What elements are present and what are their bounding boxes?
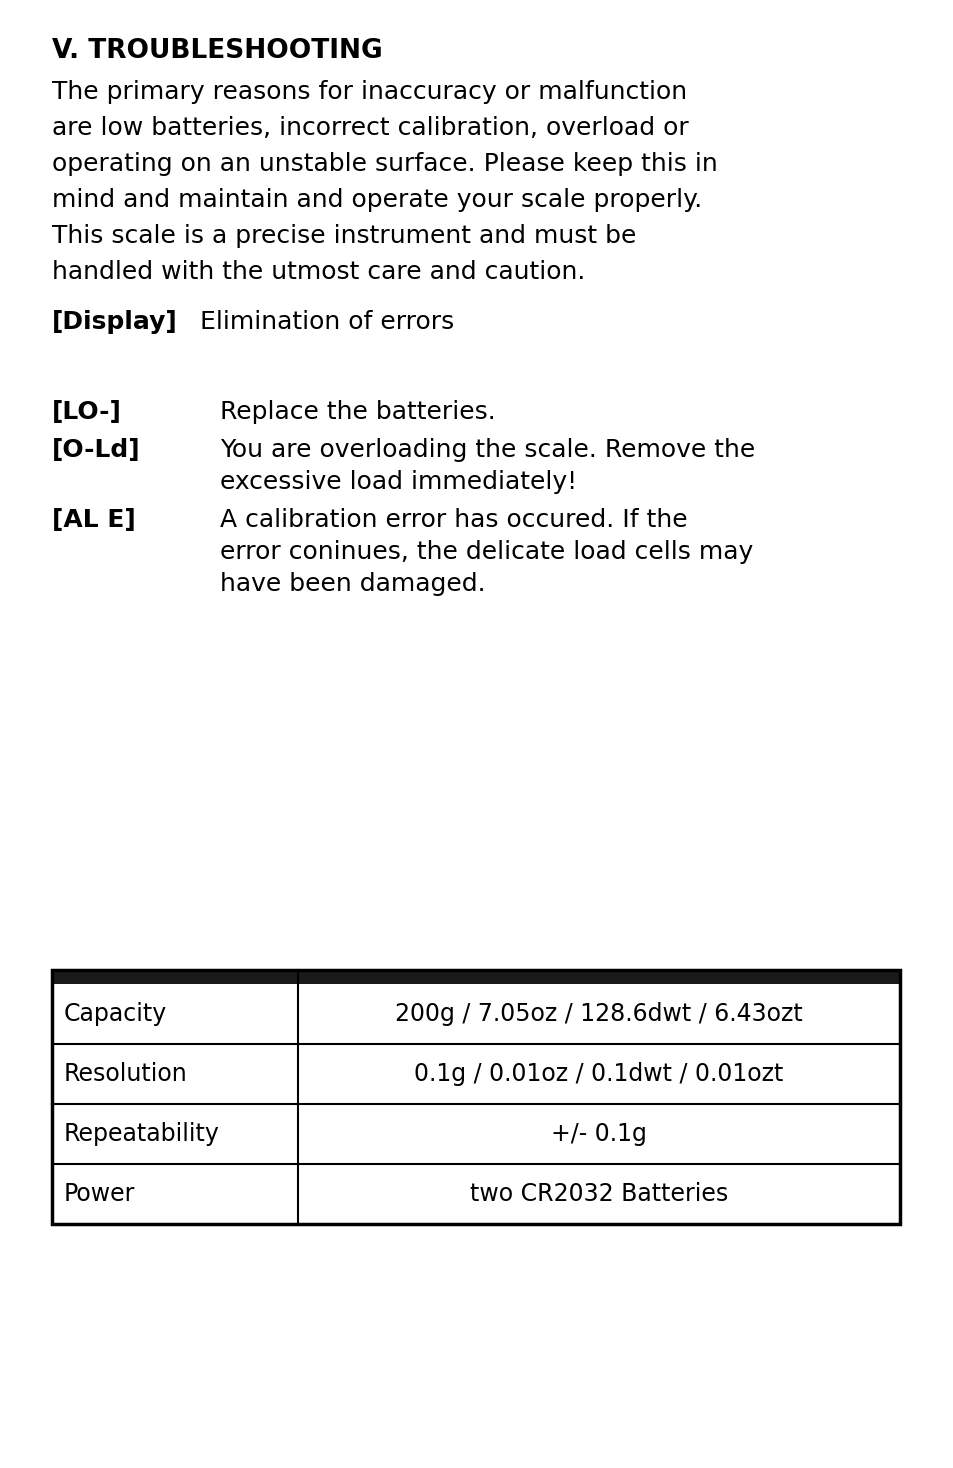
Text: V. TROUBLESHOOTING: V. TROUBLESHOOTING bbox=[52, 38, 382, 65]
Text: Elimination of errors: Elimination of errors bbox=[200, 310, 454, 335]
Text: have been damaged.: have been damaged. bbox=[220, 573, 485, 596]
Text: [Display]: [Display] bbox=[52, 310, 177, 335]
Text: handled with the utmost care and caution.: handled with the utmost care and caution… bbox=[52, 260, 585, 283]
Text: 200g / 7.05oz / 128.6dwt / 6.43ozt: 200g / 7.05oz / 128.6dwt / 6.43ozt bbox=[395, 1003, 802, 1026]
Text: [O-Ld]: [O-Ld] bbox=[52, 437, 140, 462]
Text: mind and maintain and operate your scale properly.: mind and maintain and operate your scale… bbox=[52, 188, 701, 211]
Text: Replace the batteries.: Replace the batteries. bbox=[220, 399, 496, 424]
Bar bbox=[52, 970, 899, 984]
Text: Power: Power bbox=[64, 1182, 135, 1207]
Text: [LO-]: [LO-] bbox=[52, 399, 122, 424]
Text: two CR2032 Batteries: two CR2032 Batteries bbox=[470, 1182, 727, 1207]
Text: You are overloading the scale. Remove the: You are overloading the scale. Remove th… bbox=[220, 437, 755, 462]
Bar bbox=[52, 970, 899, 1224]
Text: Resolution: Resolution bbox=[64, 1061, 188, 1086]
Text: 0.1g / 0.01oz / 0.1dwt / 0.01ozt: 0.1g / 0.01oz / 0.1dwt / 0.01ozt bbox=[414, 1061, 782, 1086]
Text: excessive load immediately!: excessive load immediately! bbox=[220, 470, 577, 495]
Text: operating on an unstable surface. Please keep this in: operating on an unstable surface. Please… bbox=[52, 153, 717, 176]
Text: +/- 0.1g: +/- 0.1g bbox=[551, 1122, 646, 1147]
Text: are low batteries, incorrect calibration, overload or: are low batteries, incorrect calibration… bbox=[52, 116, 688, 139]
Text: [AL E]: [AL E] bbox=[52, 508, 135, 531]
Text: Repeatability: Repeatability bbox=[64, 1122, 219, 1147]
Text: This scale is a precise instrument and must be: This scale is a precise instrument and m… bbox=[52, 225, 636, 248]
Text: Capacity: Capacity bbox=[64, 1003, 167, 1026]
Text: The primary reasons for inaccuracy or malfunction: The primary reasons for inaccuracy or ma… bbox=[52, 79, 686, 104]
Text: A calibration error has occured. If the: A calibration error has occured. If the bbox=[220, 508, 687, 531]
Text: error coninues, the delicate load cells may: error coninues, the delicate load cells … bbox=[220, 540, 753, 564]
